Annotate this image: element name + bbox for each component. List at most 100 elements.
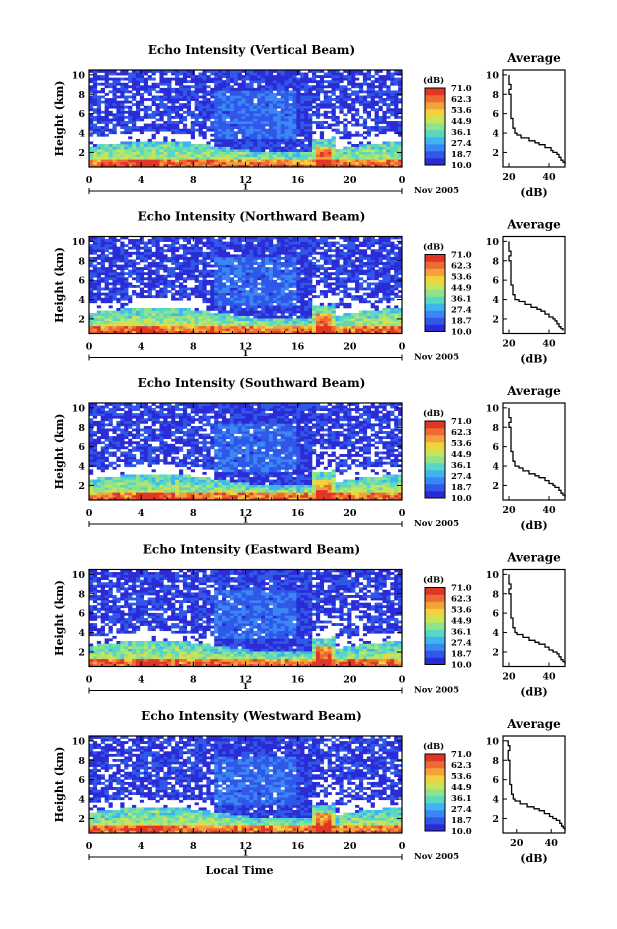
heatmap-cell (261, 131, 266, 135)
heatmap-cell (394, 92, 399, 96)
heatmap-cell (135, 285, 141, 288)
heatmap-cell (296, 310, 301, 314)
heatmap-cell (331, 98, 336, 101)
heatmap-cell (202, 325, 207, 329)
heatmap-cell (245, 290, 250, 293)
heatmap-cell (198, 85, 203, 89)
heatmap-cell (135, 154, 141, 158)
heatmap-cell (218, 297, 223, 301)
heatmap-cell (163, 313, 168, 316)
heatmap-cell (327, 323, 332, 327)
heatmap-cell (331, 323, 336, 327)
heatmap-cell (167, 164, 172, 168)
heatmap-cell (296, 244, 301, 248)
heatmap-cell (171, 164, 176, 168)
heatmap-cell (300, 302, 305, 306)
heatmap-cell (202, 80, 207, 84)
heatmap-cell (265, 325, 270, 329)
heatmap-cell (132, 141, 137, 145)
heatmap-cell (147, 277, 152, 281)
heatmap-cell (398, 144, 403, 147)
heatmap-cell (210, 328, 215, 332)
heatmap-cell (178, 328, 184, 332)
heatmap-cell (214, 249, 219, 253)
heatmap-cell (257, 269, 262, 273)
heatmap-cell (327, 149, 332, 152)
heatmap-cell (284, 269, 289, 273)
heatmap-cell (104, 72, 109, 76)
heatmap-cell (335, 98, 340, 101)
heatmap-cell (312, 313, 317, 316)
heatmap-cell (151, 110, 156, 114)
heatmap-cell (335, 95, 340, 99)
heatmap-cell (175, 297, 180, 301)
heatmap-cell (186, 108, 192, 112)
heatmap-cell (124, 161, 129, 165)
heatmap-cell (116, 259, 121, 263)
heatmap-cell (280, 123, 285, 127)
heatmap-cell (308, 323, 313, 327)
heatmap-cell (245, 323, 250, 327)
heatmap-cell (382, 249, 387, 253)
heatmap-cell (378, 251, 383, 255)
heatmap-cell (237, 300, 242, 304)
heatmap-cell (315, 75, 321, 78)
heatmap-cell (312, 236, 317, 240)
heatmap-cell (225, 262, 231, 265)
heatmap-cell (132, 123, 137, 127)
heatmap-cell (194, 290, 199, 293)
heatmap-cell (343, 302, 348, 306)
heatmap-cell (300, 307, 305, 311)
heatmap-cell (272, 82, 278, 86)
heatmap-cell (288, 307, 293, 311)
heatmap-cell (135, 320, 141, 324)
heatmap-cell (89, 262, 94, 265)
heatmap-cell (135, 241, 141, 245)
heatmap-cell (132, 320, 137, 324)
heatmap-cell (300, 259, 305, 263)
heatmap-cell (108, 128, 113, 132)
heatmap-cell (139, 70, 145, 73)
heatmap-cell (312, 80, 317, 84)
heatmap-cell (280, 110, 285, 114)
heatmap-cell (382, 103, 387, 107)
heatmap-cell (202, 277, 207, 281)
heatmap-cell (327, 267, 332, 270)
heatmap-cell (280, 75, 285, 78)
heatmap-cell (92, 264, 98, 268)
heatmap-cell (374, 113, 379, 117)
heatmap-cell (229, 267, 235, 270)
heatmap-cell (135, 75, 141, 78)
heatmap-cell (335, 159, 340, 163)
heatmap-cell (218, 292, 223, 296)
heatmap-cell (163, 149, 168, 152)
heatmap-cell (159, 128, 164, 132)
heatmap-cell (362, 256, 368, 260)
heatmap-cell (198, 77, 203, 81)
heatmap-cell (116, 95, 121, 99)
colorbar-tick-label: 71.0 (451, 84, 472, 94)
heatmap-cell (265, 105, 270, 109)
heatmap-cell (245, 92, 250, 96)
heatmap-cell (175, 267, 180, 270)
heatmap-cell (155, 123, 160, 127)
heatmap-cell (276, 292, 282, 296)
heatmap-cell (308, 325, 313, 329)
heatmap-cell (268, 159, 274, 163)
heatmap-cell (214, 159, 219, 163)
heatmap-cell (112, 269, 117, 273)
heatmap-cell (178, 156, 184, 160)
heatmap-cell (280, 113, 285, 117)
heatmap-cell (288, 279, 293, 283)
heatmap-cell (315, 149, 321, 152)
heatmap-cell (186, 92, 192, 96)
heatmap-cell (132, 244, 137, 248)
heatmap-cell (300, 149, 305, 152)
heatmap-cell (315, 239, 321, 242)
heatmap-cell (339, 254, 344, 258)
heatmap-cell (390, 82, 395, 86)
heatmap-cell (347, 80, 352, 84)
heatmap-cell (132, 272, 137, 276)
heatmap-cell (222, 149, 227, 152)
heatmap-cell (323, 138, 328, 142)
